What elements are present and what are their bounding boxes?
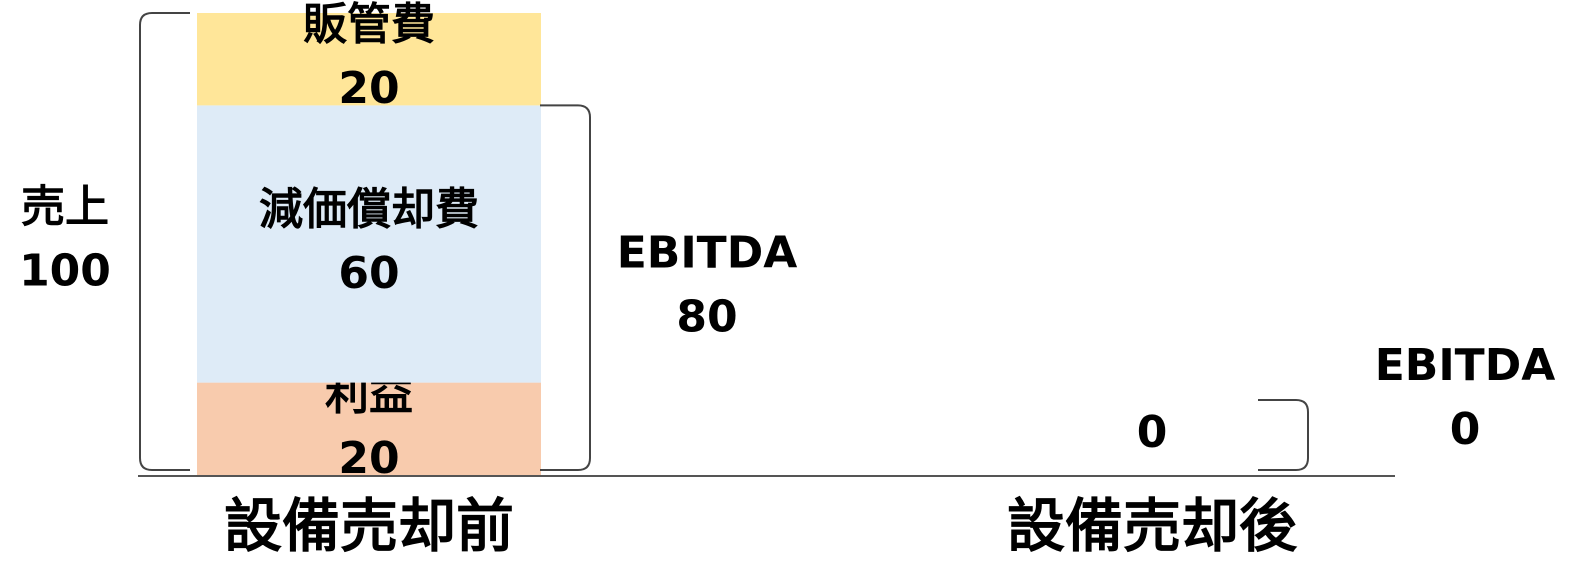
bracket [139,12,190,471]
value-label: 0 [1137,407,1168,458]
x-tick-label: 設備売却前 [224,492,514,560]
segment-label: 販管費 [303,0,435,50]
bar-segment [197,105,541,383]
x-tick-label: 設備売却後 [1007,492,1298,560]
annotation-value: 100 [19,246,111,297]
value-label: 20 [338,433,399,484]
bracket [1258,399,1309,471]
segment-label: 減価償却費 [259,184,479,235]
annotation-label: 売上 [21,182,109,233]
annotation-label: EBITDA [1375,340,1556,391]
annotation-label: EBITDA [617,228,798,279]
bracket [540,104,591,471]
annotation-value: 80 [676,292,737,343]
annotation-value: 0 [1450,404,1481,455]
value-label: 60 [338,248,399,299]
bar-segment [197,13,541,106]
value-label: 20 [338,63,399,114]
bar-segment [197,382,541,475]
